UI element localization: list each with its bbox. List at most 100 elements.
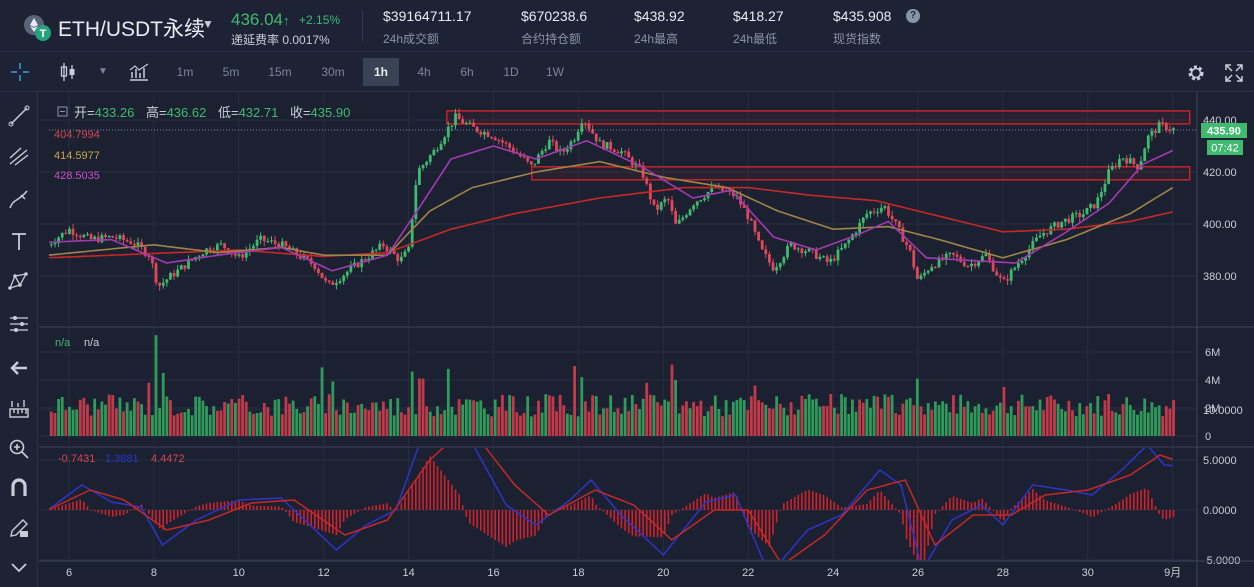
macd-histogram-bar xyxy=(425,461,428,510)
brush-icon[interactable] xyxy=(7,187,31,211)
collapse-legend-icon[interactable] xyxy=(57,106,68,117)
candle-body xyxy=(1132,158,1136,165)
macd-histogram-bar xyxy=(1046,500,1049,510)
candle-body xyxy=(966,266,970,268)
macd-histogram-bar xyxy=(793,496,796,510)
macd-histogram-bar xyxy=(382,503,385,510)
timeframe-1w[interactable]: 1W xyxy=(546,65,564,79)
chevron-down-icon[interactable]: ▼ xyxy=(202,17,214,31)
candle-body xyxy=(562,149,566,152)
volume-bar xyxy=(147,382,151,436)
candle-body xyxy=(1038,235,1042,238)
candle-body xyxy=(876,212,880,214)
measure-icon[interactable] xyxy=(7,312,31,336)
volume-bar xyxy=(1150,402,1154,436)
macd-histogram-bar xyxy=(700,496,702,510)
candle-body xyxy=(1103,183,1107,192)
volume-bar xyxy=(703,416,706,436)
volume-bar xyxy=(1009,406,1013,436)
candle-body xyxy=(1006,279,1009,281)
macd-histogram-bar xyxy=(671,510,673,516)
volume-bar xyxy=(161,373,165,436)
volume-bar xyxy=(482,408,486,436)
macd-histogram-bar xyxy=(498,510,500,543)
timeframe-4h[interactable]: 4h xyxy=(417,65,431,79)
volume-bar xyxy=(403,414,407,436)
macd-histogram-bar xyxy=(967,501,969,510)
volume-bar xyxy=(71,409,75,436)
indicator-icon[interactable] xyxy=(128,62,150,82)
volume-bar xyxy=(60,396,64,436)
volume-bar xyxy=(1053,399,1056,436)
macd-histogram-bar xyxy=(746,510,749,527)
volume-bar xyxy=(464,399,468,436)
timeframe-5m[interactable]: 5m xyxy=(222,65,240,79)
volume-bar xyxy=(1020,394,1024,436)
candle-type-icon[interactable] xyxy=(60,62,76,82)
macd-histogram-bar xyxy=(479,510,482,531)
chart-type-dropdown-icon[interactable]: ▼ xyxy=(98,66,108,77)
candle-body xyxy=(107,236,111,238)
candle-body xyxy=(836,249,840,261)
candle-body xyxy=(403,251,407,257)
pattern-icon[interactable] xyxy=(7,270,31,294)
macd-histogram-bar xyxy=(119,510,121,516)
trendline-icon[interactable] xyxy=(7,104,31,128)
candle-body xyxy=(746,207,750,219)
pair-selector[interactable]: ETH/USDT永续 xyxy=(58,18,205,41)
timeframe-15m[interactable]: 15m xyxy=(268,65,292,79)
pencil-lock-icon[interactable] xyxy=(7,516,31,540)
volume-bar xyxy=(436,406,439,436)
candle-body xyxy=(1060,221,1064,228)
zoom-icon[interactable] xyxy=(7,437,31,461)
candle-body xyxy=(594,133,598,142)
text-icon[interactable] xyxy=(7,229,31,253)
volume-bar xyxy=(78,399,82,436)
candle-body xyxy=(378,243,382,250)
candle-body xyxy=(934,267,937,269)
timeframe-1d[interactable]: 1D xyxy=(503,65,519,79)
macd-histogram-bar xyxy=(386,503,388,510)
volume-bar xyxy=(504,410,508,436)
volume-bar xyxy=(915,378,919,436)
volume-bar xyxy=(623,397,627,436)
macd-histogram-bar xyxy=(689,503,691,510)
volume-tick-label: 2M xyxy=(1205,403,1220,415)
fork-icon[interactable] xyxy=(7,144,31,168)
macd-histogram-bar xyxy=(1133,492,1135,510)
timeframe-1h[interactable]: 1h xyxy=(363,58,399,86)
timeframe-30m[interactable]: 30m xyxy=(321,65,345,79)
candle-body xyxy=(190,259,194,261)
fullscreen-icon[interactable] xyxy=(1224,63,1244,83)
candle-body xyxy=(501,140,504,143)
crosshair-icon[interactable] xyxy=(8,60,32,84)
candle-body xyxy=(1063,218,1067,222)
zone-rectangle[interactable] xyxy=(446,110,1191,125)
macd-histogram-bar xyxy=(101,510,103,514)
magnet-icon[interactable] xyxy=(7,476,31,500)
macd-histogram-bar xyxy=(306,510,309,527)
candle-body xyxy=(666,199,670,201)
candle-body xyxy=(407,246,410,252)
help-icon[interactable]: ? xyxy=(906,9,920,23)
macd-histogram-bar xyxy=(126,510,128,514)
price-chart[interactable]: 6 8 10 12 14 16 18 20 22 24 26 28 30 9月440.00420.0040… xyxy=(39,92,1254,587)
chevron-down-icon[interactable] xyxy=(7,561,31,575)
candle-body xyxy=(262,235,266,242)
macd-histogram-bar xyxy=(144,509,146,511)
macd-histogram-bar xyxy=(404,497,406,510)
volume-bar xyxy=(634,404,638,436)
timeframe-6h[interactable]: 6h xyxy=(460,65,474,79)
gear-icon[interactable] xyxy=(1186,63,1206,83)
chart-area[interactable]: 6 8 10 12 14 16 18 20 22 24 26 28 30 9月 440.00 420.00 40… xyxy=(39,92,1254,587)
ma-tan-line xyxy=(49,160,1174,259)
macd-histogram-bar xyxy=(122,510,125,516)
macd-histogram-bar xyxy=(469,510,471,524)
candle-body xyxy=(140,242,143,247)
timeframe-1m[interactable]: 1m xyxy=(176,65,194,79)
volume-bar xyxy=(273,399,277,436)
back-arrow-icon[interactable] xyxy=(7,356,31,380)
ruler-icon[interactable] xyxy=(7,397,31,421)
volume-bar xyxy=(1060,408,1064,436)
volume-bar xyxy=(879,408,883,436)
